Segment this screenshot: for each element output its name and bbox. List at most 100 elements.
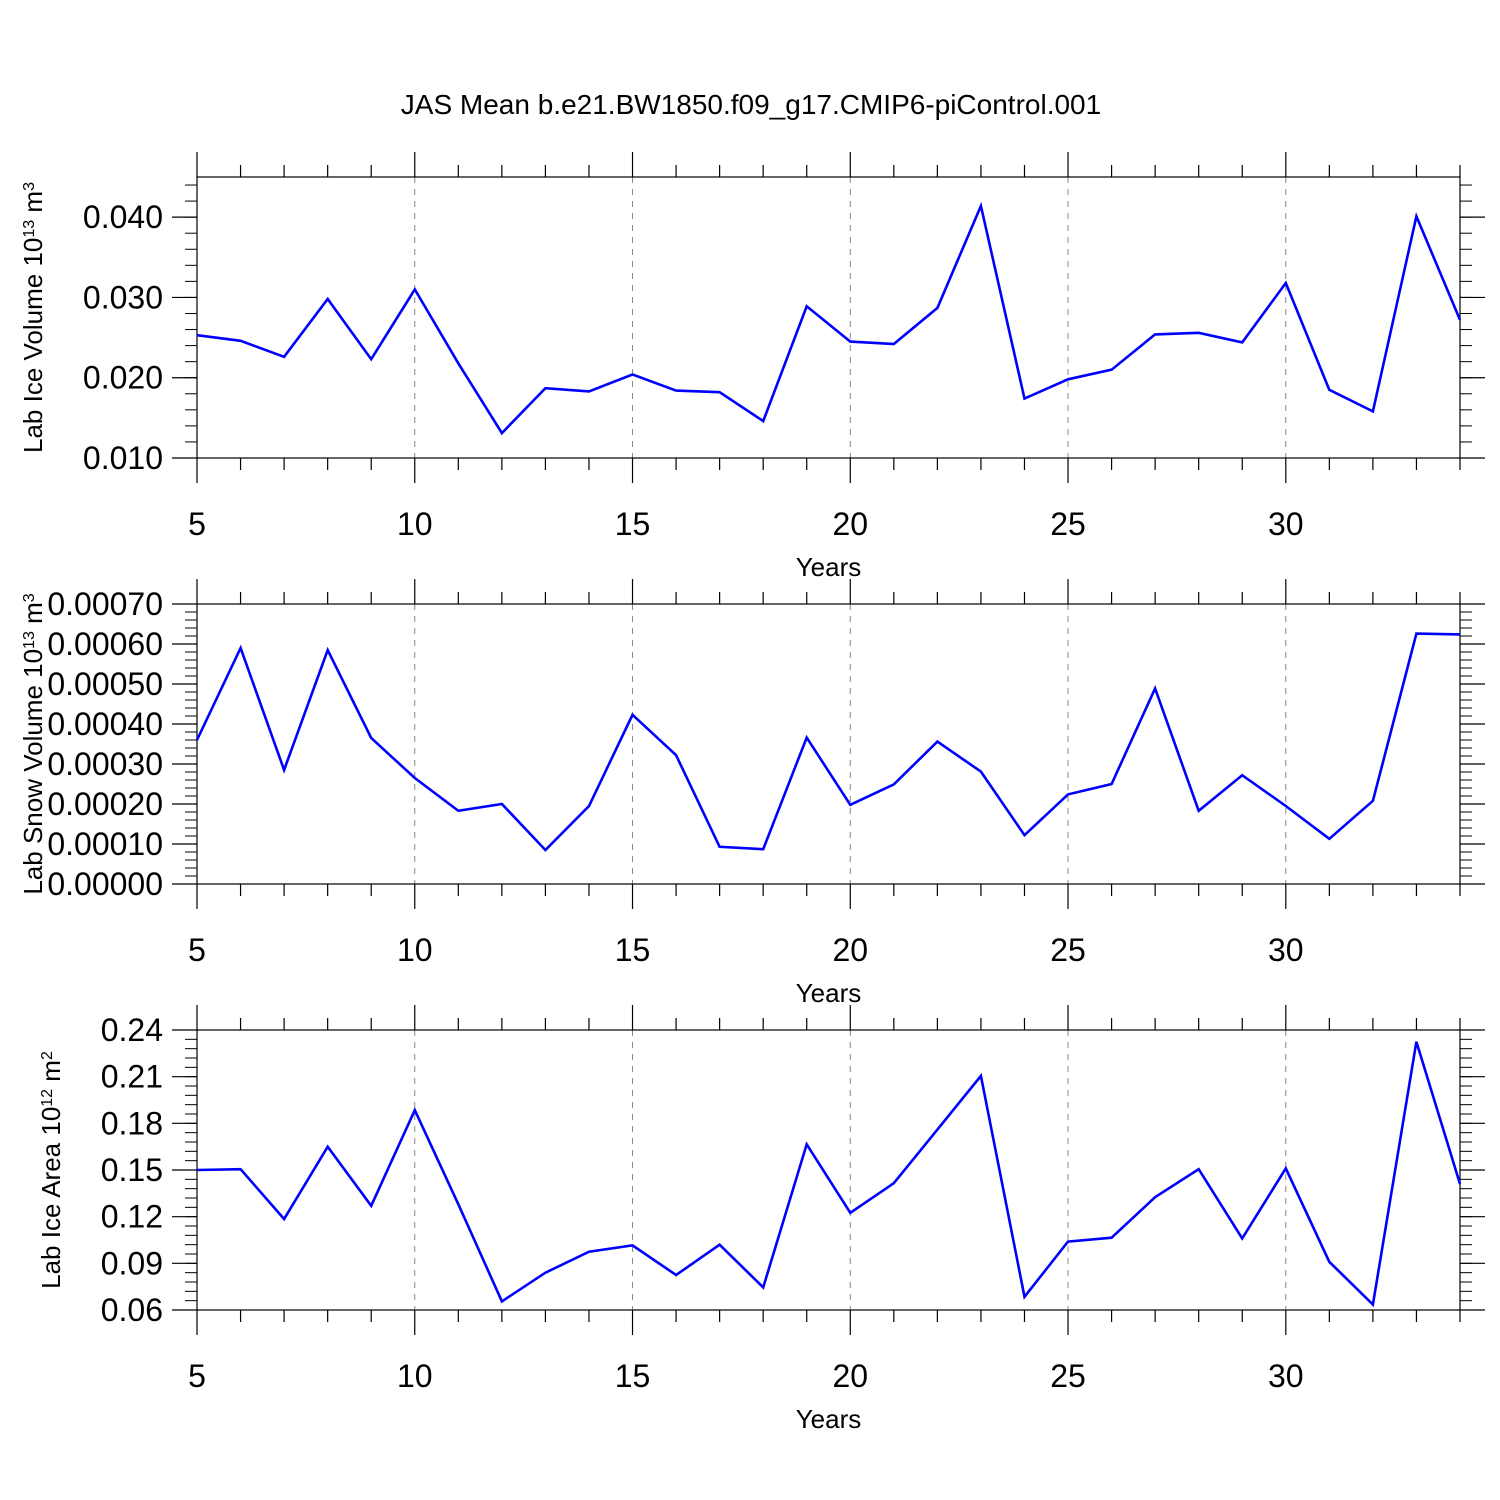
y-axis-label: Lab Snow Volume 1013 m3 xyxy=(18,593,48,894)
data-point xyxy=(370,737,373,740)
data-point xyxy=(587,805,590,808)
data-point xyxy=(979,1074,982,1077)
data-point xyxy=(1371,410,1374,413)
data-point xyxy=(1415,632,1418,635)
data-point xyxy=(936,1128,939,1131)
data-point xyxy=(762,420,765,423)
data-point xyxy=(326,298,329,301)
y-axis-label-unit-exponent: 2 xyxy=(39,1051,56,1060)
data-point xyxy=(1284,1167,1287,1170)
data-point xyxy=(413,288,416,291)
x-tick-label: 25 xyxy=(1050,506,1086,542)
x-tick-label: 30 xyxy=(1268,1358,1304,1394)
x-axis-label: Years xyxy=(796,978,862,1008)
data-point xyxy=(1459,633,1462,636)
data-point xyxy=(457,362,460,365)
y-axis-label-exponent: 13 xyxy=(21,220,38,238)
y-tick-label: 0.18 xyxy=(101,1105,163,1141)
data-point xyxy=(544,387,547,390)
chart-panel-2: 5 10 15 20 25 30 0.00000 0.00010 0.00020 0.00030 0… xyxy=(18,579,1485,1008)
data-point xyxy=(1154,1196,1157,1199)
y-axis-label-exponent: 13 xyxy=(21,631,38,649)
y-axis-label-unit: m xyxy=(18,191,48,220)
x-tick-label: 25 xyxy=(1050,1358,1086,1394)
data-point xyxy=(1328,837,1331,840)
data-point xyxy=(413,777,416,780)
data-point xyxy=(675,389,678,392)
y-tick-label: 0.040 xyxy=(83,199,163,235)
x-tick-label: 30 xyxy=(1268,932,1304,968)
y-tick-label: 0.020 xyxy=(83,360,163,396)
data-point xyxy=(631,1244,634,1247)
data-point xyxy=(718,845,721,848)
data-point xyxy=(675,754,678,757)
y-axis-label-text: Lab Ice Volume 10 xyxy=(18,238,48,453)
x-tick-label: 15 xyxy=(615,1358,651,1394)
y-tick-label: 0.15 xyxy=(101,1152,163,1188)
data-point xyxy=(805,305,808,308)
y-tick-label: 0.030 xyxy=(83,279,163,315)
y-tick-label: 0.12 xyxy=(101,1199,163,1235)
x-tick-label: 30 xyxy=(1268,506,1304,542)
x-tick-label: 5 xyxy=(188,1358,206,1394)
data-point xyxy=(1284,805,1287,808)
y-tick-label: 0.00010 xyxy=(47,826,163,862)
data-point xyxy=(239,1168,242,1171)
data-point xyxy=(457,809,460,812)
data-point xyxy=(370,1204,373,1207)
data-point xyxy=(631,373,634,376)
data-point xyxy=(849,340,852,343)
y-tick-label: 0.24 xyxy=(101,1012,163,1048)
y-axis-label-unit-exponent: 3 xyxy=(21,593,38,602)
data-point xyxy=(1067,793,1070,796)
y-tick-label: 0.06 xyxy=(101,1292,163,1328)
data-point xyxy=(892,783,895,786)
data-point xyxy=(587,390,590,393)
data-point xyxy=(1197,1168,1200,1171)
data-point xyxy=(587,1250,590,1253)
data-point xyxy=(196,739,199,742)
data-point xyxy=(500,1300,503,1303)
data-point xyxy=(196,334,199,337)
data-point xyxy=(849,803,852,806)
y-tick-label: 0.00050 xyxy=(47,666,163,702)
data-point xyxy=(718,391,721,394)
data-point xyxy=(413,1109,416,1112)
data-point xyxy=(283,355,286,358)
data-point xyxy=(326,649,329,652)
y-tick-label: 0.00060 xyxy=(47,626,163,662)
data-point xyxy=(239,647,242,650)
data-point xyxy=(805,736,808,739)
data-point xyxy=(1284,281,1287,284)
series-line xyxy=(195,632,1461,852)
data-point xyxy=(762,1286,765,1289)
data-point xyxy=(1371,1303,1374,1306)
data-point xyxy=(1110,1236,1113,1239)
data-point xyxy=(1154,687,1157,690)
data-point xyxy=(849,1211,852,1214)
data-point xyxy=(196,1169,199,1172)
x-axis-label: Years xyxy=(796,1404,862,1434)
data-point xyxy=(718,1243,721,1246)
data-point xyxy=(1023,1295,1026,1298)
data-point xyxy=(1459,318,1462,321)
data-point xyxy=(936,740,939,743)
data-point xyxy=(805,1143,808,1146)
data-point xyxy=(1067,1240,1070,1243)
data-point xyxy=(544,849,547,852)
data-point xyxy=(1067,378,1070,381)
data-point xyxy=(892,342,895,345)
x-tick-label: 20 xyxy=(832,506,868,542)
data-point xyxy=(675,1274,678,1277)
data-point xyxy=(1023,834,1026,837)
y-tick-label: 0.00030 xyxy=(47,746,163,782)
y-axis-label-unit-exponent: 3 xyxy=(21,182,38,191)
y-axis-label: Lab Ice Area 1012 m2 xyxy=(36,1051,66,1289)
chart-panel-1: 5 10 15 20 25 30 0.010 0.020 0.030 0.040 Years Lab … xyxy=(18,152,1485,582)
data-point xyxy=(1328,1260,1331,1263)
x-tick-label: 10 xyxy=(397,932,433,968)
x-tick-label: 20 xyxy=(832,932,868,968)
data-point xyxy=(1154,333,1157,336)
data-point xyxy=(1459,1183,1462,1186)
